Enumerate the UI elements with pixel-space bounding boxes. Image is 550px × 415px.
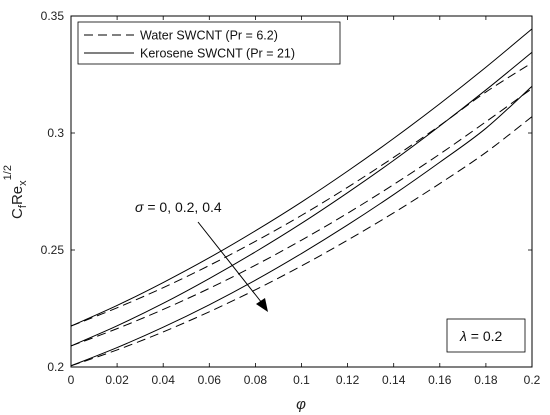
- legend-label-kerosene: Kerosene SWCNT (Pr = 21): [140, 47, 295, 61]
- x-tick-label: 0.08: [244, 373, 268, 387]
- y-axis-label: CfRex1/2: [2, 165, 29, 219]
- lambda-box: λ = 0.2: [446, 318, 526, 353]
- lambda-box-frame: [446, 318, 526, 353]
- x-tick-label: 0.04: [152, 373, 176, 387]
- series-line-dashed-5: [70, 116, 533, 367]
- series-layer: [70, 28, 533, 367]
- y-tick-label: 0.2: [47, 360, 64, 374]
- series-line-dashed-3: [70, 88, 533, 347]
- y-label-sup: 1/2: [2, 165, 14, 180]
- sigma-symbol: σ: [135, 199, 144, 215]
- ticks-layer: 0 0.02 0.04 0.06 0.08 0.1 0.12 0.14 0.16 0.18 0.2 0…: [41, 9, 541, 387]
- x-tick-label: 0.12: [336, 373, 360, 387]
- x-tick-label: 0.2: [524, 373, 541, 387]
- x-tick-label: 0.02: [105, 373, 129, 387]
- series-line-solid-4: [70, 85, 533, 367]
- y-tick-label: 0.25: [41, 243, 65, 257]
- series-line-solid-2: [70, 51, 533, 347]
- x-tick-label: 0.1: [293, 373, 310, 387]
- x-tick-label: 0: [68, 373, 75, 387]
- x-tick-label: 0.16: [428, 373, 452, 387]
- x-axis-label: φ: [296, 396, 306, 413]
- lambda-value: = 0.2: [467, 328, 503, 344]
- y-tick-label: 0.3: [47, 126, 64, 140]
- lambda-symbol: λ: [459, 328, 467, 344]
- x-tick-label: 0.18: [474, 373, 498, 387]
- sigma-values: = 0, 0.2, 0.4: [143, 199, 221, 215]
- y-label-c: C: [9, 208, 26, 219]
- sigma-annotation: σ = 0, 0.2, 0.4: [135, 199, 222, 215]
- series-line-solid-0: [70, 28, 533, 327]
- sigma-arrow-line: [197, 221, 263, 304]
- y-label-re: Re: [9, 186, 26, 205]
- x-tick-label: 0.14: [382, 373, 406, 387]
- legend-box: [77, 21, 341, 65]
- sigma-arrow-head: [256, 298, 268, 312]
- y-label-sub-x: x: [17, 180, 29, 186]
- x-tick-label: 0.06: [198, 373, 222, 387]
- y-label-sub-f: f: [17, 204, 29, 208]
- plot-frame: [70, 15, 533, 368]
- legend: Water SWCNT (Pr = 6.2) Kerosene SWCNT (P…: [77, 21, 341, 65]
- y-tick-label: 0.35: [41, 9, 65, 23]
- legend-label-water: Water SWCNT (Pr = 6.2): [140, 29, 278, 43]
- lambda-annotation: λ = 0.2: [459, 328, 503, 344]
